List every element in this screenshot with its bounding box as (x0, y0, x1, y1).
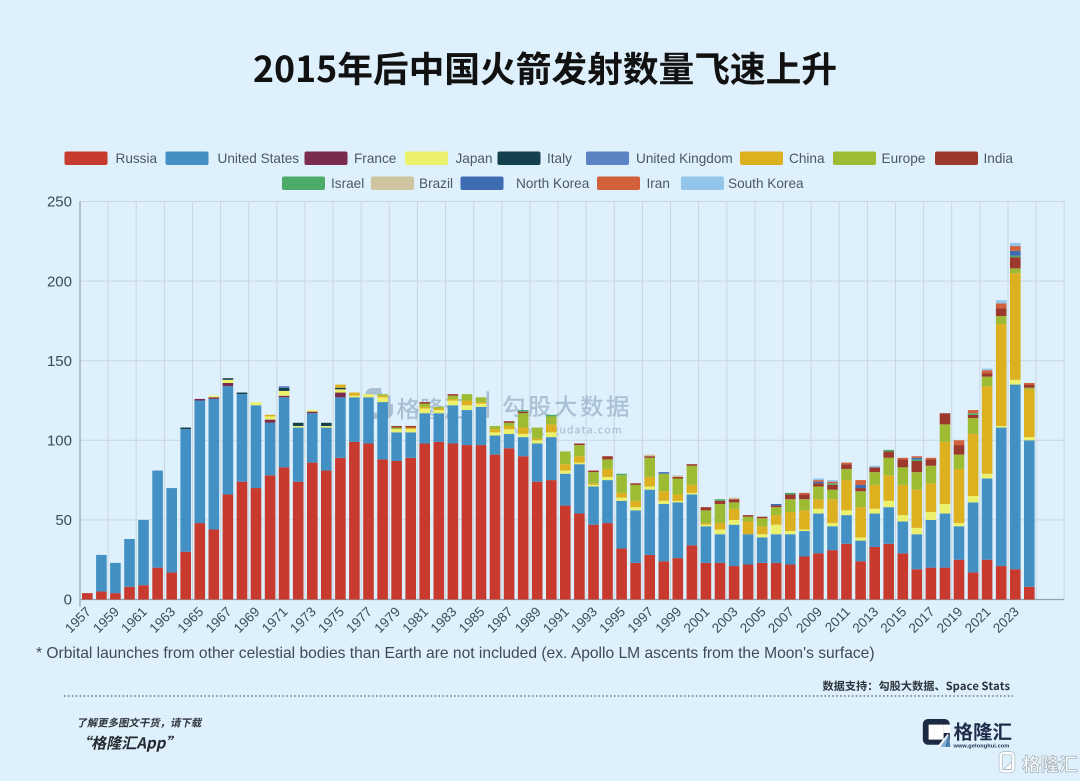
svg-text:250: 250 (47, 194, 72, 211)
svg-text:1981: 1981 (399, 604, 431, 636)
svg-text:* Orbital launches from other: * Orbital launches from other celestial … (36, 645, 875, 662)
svg-text:United Kingdom: United Kingdom (636, 151, 733, 166)
svg-text:2005: 2005 (737, 604, 769, 636)
svg-text:1987: 1987 (484, 604, 516, 636)
svg-text:1959: 1959 (90, 604, 122, 636)
svg-text:1979: 1979 (371, 604, 403, 636)
svg-text:2017: 2017 (906, 604, 938, 636)
svg-text:United States: United States (218, 151, 300, 166)
svg-text:2023: 2023 (990, 604, 1022, 636)
svg-text:1993: 1993 (568, 604, 600, 636)
svg-text:1965: 1965 (175, 604, 207, 636)
svg-text:1977: 1977 (343, 604, 375, 636)
svg-text:France: France (354, 151, 396, 166)
svg-text:Italy: Italy (547, 151, 572, 166)
svg-text:2015: 2015 (878, 604, 910, 636)
svg-text:2007: 2007 (765, 604, 797, 636)
svg-text:1997: 1997 (624, 604, 656, 636)
svg-text:1961: 1961 (118, 604, 150, 636)
svg-text:1957: 1957 (62, 604, 94, 636)
svg-text:North Korea: North Korea (516, 176, 590, 191)
svg-text:Russia: Russia (116, 151, 158, 166)
svg-text:150: 150 (47, 353, 72, 370)
svg-text:1975: 1975 (315, 604, 347, 636)
svg-text:1971: 1971 (259, 604, 291, 636)
svg-text:Iran: Iran (647, 176, 670, 191)
svg-text:2011: 2011 (822, 604, 853, 635)
svg-text:1973: 1973 (287, 604, 319, 636)
svg-text:1999: 1999 (653, 604, 685, 636)
svg-text:200: 200 (47, 273, 72, 290)
svg-text:2009: 2009 (793, 604, 825, 636)
svg-text:1983: 1983 (428, 604, 460, 636)
svg-text:1967: 1967 (203, 604, 235, 636)
svg-text:2019: 2019 (934, 604, 966, 636)
svg-text:2013: 2013 (849, 604, 881, 636)
svg-text:2001: 2001 (681, 604, 713, 636)
svg-text:Japan: Japan (456, 151, 493, 166)
svg-text:Europe: Europe (882, 151, 926, 166)
svg-text:South Korea: South Korea (728, 176, 804, 191)
svg-text:1963: 1963 (146, 604, 178, 636)
svg-text:www.gelonghui.com: www.gelonghui.com (953, 744, 1010, 750)
svg-text:1995: 1995 (596, 604, 628, 636)
svg-text:2003: 2003 (709, 604, 741, 636)
svg-text:1989: 1989 (512, 604, 544, 636)
svg-text:Brazil: Brazil (419, 176, 453, 191)
svg-text:1969: 1969 (231, 604, 263, 636)
svg-text:Israel: Israel (331, 176, 364, 191)
svg-text:100: 100 (47, 433, 72, 450)
svg-text:1985: 1985 (456, 604, 488, 636)
svg-text:0: 0 (64, 592, 72, 609)
svg-text:India: India (984, 151, 1014, 166)
svg-text:China: China (789, 151, 825, 166)
svg-text:2021: 2021 (962, 604, 994, 636)
svg-text:1991: 1991 (540, 604, 572, 636)
svg-text:50: 50 (55, 512, 72, 529)
